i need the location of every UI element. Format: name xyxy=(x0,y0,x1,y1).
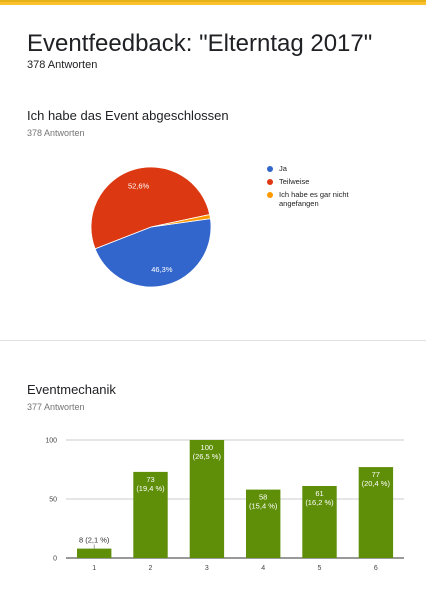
bar-label-3-line-0: 100 xyxy=(201,443,214,452)
page-title: Eventfeedback: "Elterntag 2017" xyxy=(27,30,373,57)
bar-chart-title: Eventmechanik xyxy=(27,382,116,397)
legend-item-teilweise: Teilweise xyxy=(267,177,377,186)
bar-6[interactable] xyxy=(358,467,394,558)
legend-label-teilweise: Teilweise xyxy=(279,177,310,186)
legend-label-ja: Ja xyxy=(279,164,287,173)
bar-1[interactable] xyxy=(77,548,112,558)
response-count: 378 Antworten xyxy=(27,59,98,71)
x-tick-label-4: 4 xyxy=(261,565,265,572)
y-tick-label-1: 50 xyxy=(49,497,57,504)
bar-label-6-line-0: 77 xyxy=(372,470,380,479)
pie-slice-2[interactable] xyxy=(150,214,211,228)
pie-chart-title: Ich habe das Event abgeschlossen xyxy=(27,108,229,123)
bar-2[interactable] xyxy=(133,471,168,558)
pie-slice-label-1: 52,6% xyxy=(128,182,150,191)
x-tick-label-1: 1 xyxy=(92,565,96,572)
bar-label-5-line-1: (16,2 %) xyxy=(305,498,334,507)
bar-4[interactable] xyxy=(246,489,281,558)
pie-chart: 46,3% 52,6% xyxy=(90,166,212,288)
bar-label-1: 8 (2,1 %) xyxy=(79,536,110,545)
legend-item-gar-nicht: Ich habe es gar nicht angefangen xyxy=(267,190,377,208)
accent-bar-edge xyxy=(0,0,426,2)
bar-3[interactable] xyxy=(189,440,225,558)
bar-label-4-line-1: (15,4 %) xyxy=(249,502,278,511)
x-tick-label-2: 2 xyxy=(149,565,153,572)
bar-label-5-line-0: 61 xyxy=(315,489,323,498)
legend-dot-gar-nicht xyxy=(267,191,273,198)
accent-bar xyxy=(0,0,426,5)
legend-label-gar-nicht: Ich habe es gar nicht angefangen xyxy=(279,190,349,208)
legend-item-ja: Ja xyxy=(267,164,377,173)
legend-dot-teilweise xyxy=(267,178,273,185)
pie-chart-response-count: 378 Antworten xyxy=(27,128,85,138)
pie-slice-0[interactable] xyxy=(94,218,212,288)
pie-legend: Ja Teilweise Ich habe es gar nicht angef… xyxy=(267,164,377,212)
bar-label-4-line-0: 58 xyxy=(259,493,267,502)
bar-label-2-line-1: (19,4 %) xyxy=(136,484,165,493)
bar-label-3-line-1: (26,5 %) xyxy=(193,452,222,461)
x-tick-label-5: 5 xyxy=(318,565,322,572)
y-tick-label-2: 100 xyxy=(45,438,57,445)
legend-dot-ja xyxy=(267,165,273,172)
bar-label-2-line-0: 73 xyxy=(146,475,154,484)
bar-label-6-line-1: (20,4 %) xyxy=(362,479,391,488)
pie-slice-1[interactable] xyxy=(90,166,211,250)
pie-slice-label-0: 46,3% xyxy=(151,265,173,274)
x-tick-label-6: 6 xyxy=(374,565,378,572)
y-tick-label-0: 0 xyxy=(53,556,57,563)
bar-5[interactable] xyxy=(302,486,337,558)
bar-chart-response-count: 377 Antworten xyxy=(27,402,85,412)
section-divider xyxy=(0,340,426,341)
x-tick-label-3: 3 xyxy=(205,565,209,572)
